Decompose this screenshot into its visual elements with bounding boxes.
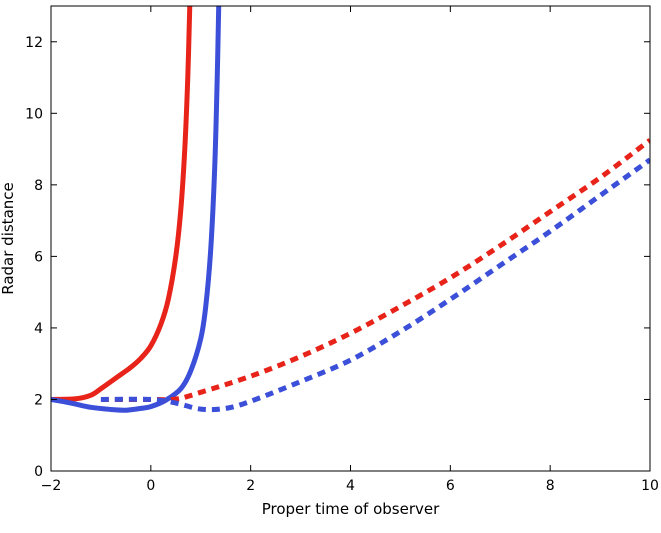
y-tick-label: 12	[25, 35, 43, 51]
y-axis-title: Radar distance	[0, 182, 17, 295]
x-tick-label: 8	[546, 478, 555, 494]
y-tick-label: 8	[34, 178, 43, 194]
series-layer	[51, 6, 650, 413]
x-axis-title: Proper time of observer	[262, 500, 440, 518]
series-line-1-solid	[51, 6, 193, 402]
x-tick-label: 2	[246, 478, 255, 494]
plot-area-frame	[50, 5, 651, 472]
x-tick-label: 6	[446, 478, 455, 494]
series-line-4-dotted	[100, 157, 650, 413]
y-tick-label: 10	[25, 106, 43, 122]
x-tick-label: 4	[346, 478, 355, 494]
x-tick-label: −2	[41, 478, 62, 494]
y-tick-label: 6	[34, 249, 43, 265]
x-tick-label: 0	[146, 478, 155, 494]
y-tick-label: 0	[34, 464, 43, 480]
x-tick-label: 10	[641, 478, 659, 494]
series-line-3-dotted	[100, 138, 650, 403]
y-tick-label: 4	[34, 321, 43, 337]
series-line-2-solid	[51, 6, 222, 413]
y-tick-label: 2	[34, 392, 43, 408]
